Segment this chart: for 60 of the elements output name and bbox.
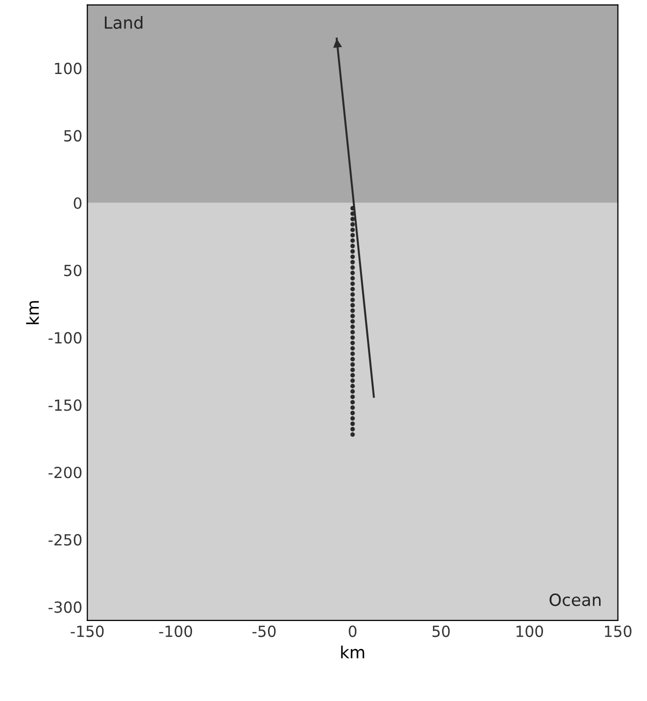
x-tick-label: 150 [604, 626, 632, 638]
band-label: Land [104, 16, 142, 29]
y-tick-label: 0 [74, 197, 82, 209]
point [350, 228, 355, 232]
point [350, 346, 355, 351]
point [350, 335, 355, 340]
point [350, 319, 355, 324]
point [350, 244, 355, 248]
point [350, 394, 355, 400]
point [350, 276, 355, 281]
point [350, 281, 355, 286]
point [350, 324, 355, 330]
point [350, 238, 355, 243]
y-axis-title: km [26, 301, 39, 324]
y-tick-label: 50 [64, 264, 82, 276]
y-tick-label: -200 [48, 466, 82, 478]
point [350, 373, 355, 378]
point [350, 302, 355, 308]
point [350, 400, 355, 404]
point [350, 330, 355, 334]
y-tick-label: -250 [48, 534, 82, 546]
y-tick-label: -300 [48, 601, 82, 613]
point [350, 232, 355, 238]
band-label: Ocean [550, 593, 601, 606]
x-tick-label: 100 [516, 626, 544, 638]
point [350, 298, 355, 302]
y-tick-label: -150 [48, 399, 82, 411]
point [350, 362, 355, 367]
point [350, 254, 355, 259]
point [350, 416, 355, 421]
point [350, 378, 355, 383]
point [350, 286, 355, 292]
point [350, 222, 355, 227]
point [350, 308, 355, 313]
y-tick-label: 100 [55, 62, 82, 74]
x-tick-label: -50 [252, 626, 276, 638]
point [350, 384, 355, 388]
y-tick-label: -100 [48, 332, 82, 344]
point [350, 340, 355, 346]
point [350, 389, 355, 394]
point [350, 260, 355, 264]
point [350, 405, 355, 410]
point [350, 249, 355, 254]
point [350, 292, 355, 297]
point [350, 216, 355, 222]
point [350, 314, 355, 318]
y-tick-label: 50 [64, 130, 82, 142]
point [350, 356, 355, 362]
x-tick-label: 50 [432, 626, 450, 638]
x-tick-label: -100 [159, 626, 192, 638]
point [350, 368, 355, 372]
point [350, 432, 355, 437]
point [350, 270, 355, 276]
point [350, 410, 355, 416]
point [350, 265, 355, 270]
point [350, 351, 355, 356]
x-tick-label: 0 [348, 626, 356, 638]
point [350, 426, 355, 432]
x-axis-title: km [341, 646, 364, 658]
point [350, 422, 355, 426]
